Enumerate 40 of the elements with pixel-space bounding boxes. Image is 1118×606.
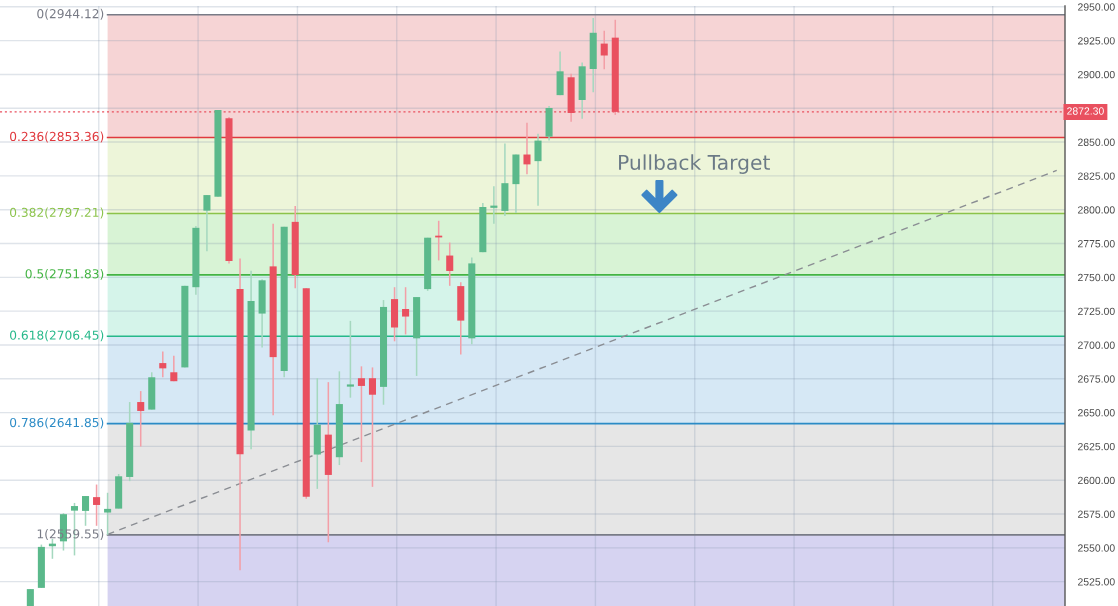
y-tick-label: 2900.00 bbox=[1078, 70, 1115, 79]
ref-line-label: 2872.30 bbox=[1067, 107, 1104, 115]
candlestick bbox=[600, 29, 608, 71]
candlestick bbox=[104, 492, 112, 536]
candlestick bbox=[357, 365, 365, 463]
ref-line-label: 0.5(2751.83) bbox=[25, 268, 104, 280]
y-tick-label: 2825.00 bbox=[1078, 172, 1115, 180]
y-tick-label: 2625.00 bbox=[1078, 442, 1115, 451]
y-tick-label: 2850.00 bbox=[1078, 138, 1115, 146]
y-tick-label: 2550.00 bbox=[1078, 544, 1115, 552]
candlestick bbox=[368, 366, 377, 488]
ref-line-label: 0.382(2797.21) bbox=[10, 207, 104, 219]
y-tick-label: 2750.00 bbox=[1078, 273, 1115, 282]
candlestick bbox=[170, 355, 178, 382]
candlestick bbox=[446, 241, 454, 287]
y-tick-label: 2800.00 bbox=[1078, 206, 1115, 214]
y-tick-label: 2575.00 bbox=[1078, 510, 1115, 518]
candlestick bbox=[556, 50, 564, 96]
y-tick-label: 2700.00 bbox=[1078, 341, 1115, 349]
candlestick bbox=[534, 132, 542, 207]
y-tick-label: 2600.00 bbox=[1078, 476, 1115, 485]
candlestick bbox=[93, 483, 101, 527]
y-tick-label: 2725.00 bbox=[1078, 307, 1115, 316]
ref-line-label: 0.786(2641.85) bbox=[10, 417, 104, 429]
y-tick-label: 2675.00 bbox=[1078, 375, 1115, 383]
candlestick bbox=[137, 390, 145, 448]
ref-line-label: 0.618(2706.45) bbox=[10, 330, 104, 342]
y-tick-label: 2525.00 bbox=[1078, 578, 1115, 586]
candlestick bbox=[159, 350, 167, 379]
annotation: Pullback Target bbox=[619, 154, 770, 174]
y-tick-label: 2950.00 bbox=[1078, 3, 1115, 11]
y-tick-label: 2925.00 bbox=[1078, 37, 1115, 45]
ref-line-label: 0(2944.12) bbox=[37, 8, 104, 20]
candlestick bbox=[203, 194, 211, 252]
candlestick bbox=[402, 286, 410, 336]
y-tick-label: 2775.00 bbox=[1078, 240, 1115, 248]
candlestick bbox=[523, 122, 531, 176]
y-tick-label: 2650.00 bbox=[1078, 409, 1115, 417]
candlestick bbox=[82, 495, 90, 527]
ref-line-label: 0.236(2853.36) bbox=[10, 131, 104, 143]
